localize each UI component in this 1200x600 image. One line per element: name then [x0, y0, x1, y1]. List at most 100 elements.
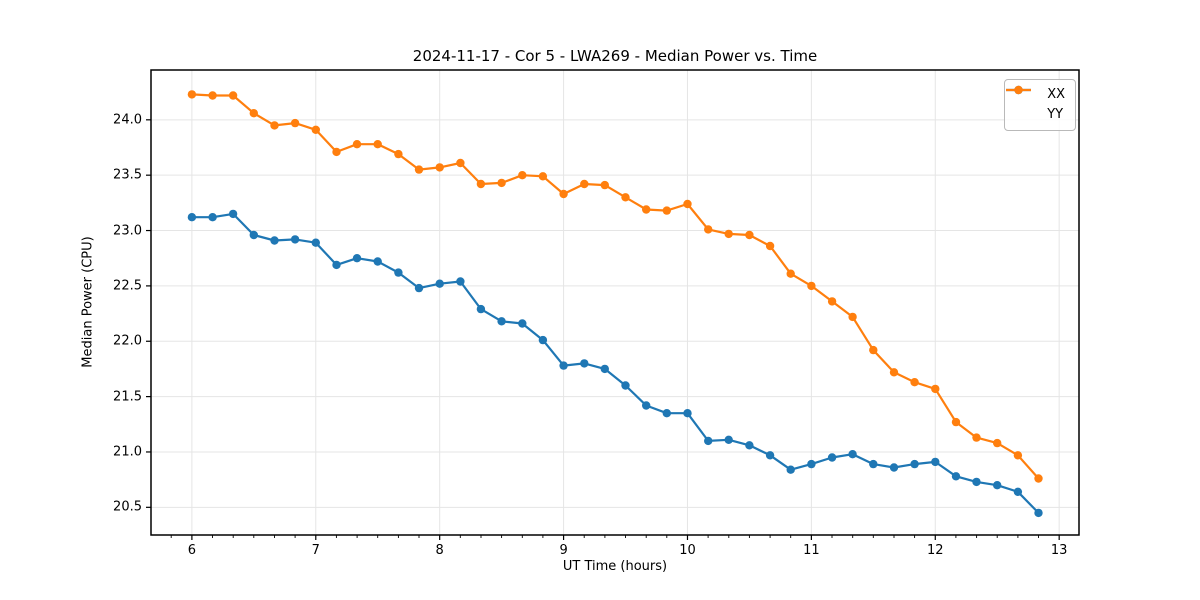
- y-tick-label: 22.0: [113, 333, 142, 349]
- x-tick-label: 13: [1050, 543, 1068, 558]
- data-point-marker: [456, 158, 465, 168]
- legend-label: XX: [1047, 87, 1065, 102]
- data-point-marker: [1013, 487, 1023, 496]
- data-point-marker: [311, 125, 320, 134]
- data-point-marker: [827, 297, 837, 306]
- data-point-marker: [497, 317, 506, 326]
- data-point-marker: [518, 319, 527, 328]
- legend-label: YY: [1047, 107, 1064, 122]
- data-point-marker: [352, 140, 362, 149]
- series-XX: [190, 212, 1040, 515]
- data-point-marker: [972, 433, 981, 442]
- y-tick-label: 21.0: [113, 444, 142, 460]
- x-tick-label: 8: [435, 543, 444, 558]
- data-point-marker: [311, 238, 320, 247]
- data-point-marker: [249, 109, 258, 118]
- data-point-marker: [332, 147, 341, 157]
- data-point-marker: [621, 193, 630, 202]
- data-point-marker: [662, 409, 671, 418]
- y-tick-label: 21.5: [113, 389, 142, 405]
- data-point-marker: [290, 118, 300, 128]
- data-point-marker: [476, 179, 486, 189]
- series-YY: [190, 93, 1040, 480]
- ticks-layer: [146, 119, 1060, 540]
- data-point-marker: [414, 165, 424, 174]
- data-point-marker: [538, 172, 548, 181]
- data-point-marker: [683, 199, 692, 209]
- y-tick-label: 23.0: [113, 223, 142, 239]
- data-point-marker: [559, 189, 568, 199]
- data-point-marker: [869, 345, 878, 355]
- y-tick-label: 23.5: [113, 167, 142, 183]
- axes-spines: [150, 69, 1080, 536]
- x-tick-label: 10: [679, 543, 696, 558]
- data-point-marker: [228, 209, 238, 219]
- data-point-marker: [724, 229, 733, 239]
- data-point-marker: [704, 225, 713, 234]
- data-point-marker: [683, 409, 692, 418]
- data-point-marker: [662, 206, 671, 215]
- data-point-marker: [848, 450, 857, 459]
- data-point-marker: [373, 140, 382, 149]
- x-tick-label: 9: [559, 543, 568, 558]
- chart-title: 2024-11-17 - Cor 5 - LWA269 - Median Pow…: [412, 47, 818, 65]
- y-axis-label-text: Median Power (CPU): [80, 236, 96, 368]
- x-axis-label: UT Time (hours): [562, 559, 668, 574]
- data-point-marker: [704, 436, 713, 446]
- data-point-marker: [559, 361, 568, 370]
- data-point-marker: [745, 230, 754, 240]
- data-point-marker: [765, 241, 775, 251]
- data-point-marker: [208, 91, 217, 100]
- x-tick-label: 11: [803, 543, 820, 558]
- data-point-marker: [600, 364, 609, 374]
- legend-entry-YY: YY: [1006, 85, 1065, 125]
- data-point-marker: [435, 279, 444, 288]
- data-point-marker: [332, 260, 341, 270]
- series-line-XX: [190, 212, 1040, 515]
- data-point-marker: [807, 281, 816, 291]
- data-point-marker: [910, 378, 919, 387]
- data-point-marker: [889, 463, 899, 472]
- series-markers-XX: [187, 209, 1043, 518]
- data-point-marker: [580, 359, 589, 368]
- data-point-marker: [187, 213, 197, 222]
- data-point-marker: [621, 381, 630, 390]
- data-point-marker: [827, 453, 837, 462]
- data-point-marker: [869, 459, 878, 469]
- data-point-marker: [642, 205, 651, 214]
- x-tick-label: 7: [311, 543, 320, 558]
- data-point-marker: [993, 438, 1002, 448]
- y-tick-label: 24.0: [113, 112, 142, 128]
- y-tick-label: 20.5: [113, 499, 142, 515]
- data-point-marker: [931, 457, 940, 467]
- data-point-marker: [394, 149, 403, 159]
- data-point-marker: [993, 481, 1002, 490]
- data-point-marker: [228, 91, 238, 100]
- grid-layer: [151, 70, 1079, 535]
- data-point-marker: [765, 451, 775, 460]
- data-point-marker: [208, 213, 217, 222]
- data-point-marker: [1034, 508, 1043, 518]
- data-point-marker: [786, 465, 795, 474]
- data-point-marker: [538, 335, 548, 345]
- data-point-marker: [807, 459, 816, 469]
- data-point-marker: [373, 257, 382, 266]
- data-point-marker: [786, 269, 795, 278]
- data-point-marker: [270, 236, 279, 245]
- data-point-marker: [889, 368, 899, 377]
- legend-line-marker-icon: [1006, 85, 1040, 125]
- data-point-marker: [642, 401, 651, 410]
- data-point-marker: [972, 477, 981, 487]
- data-point-marker: [456, 277, 465, 286]
- data-point-marker: [290, 235, 300, 244]
- data-point-marker: [951, 417, 961, 427]
- y-tick-label: 22.5: [113, 278, 142, 294]
- data-point-marker: [951, 472, 961, 481]
- data-point-marker: [497, 178, 506, 188]
- series-markers-YY: [187, 90, 1043, 483]
- data-point-marker: [848, 312, 857, 322]
- data-point-marker: [1034, 474, 1043, 483]
- data-point-marker: [600, 180, 609, 190]
- data-point-marker: [910, 459, 919, 469]
